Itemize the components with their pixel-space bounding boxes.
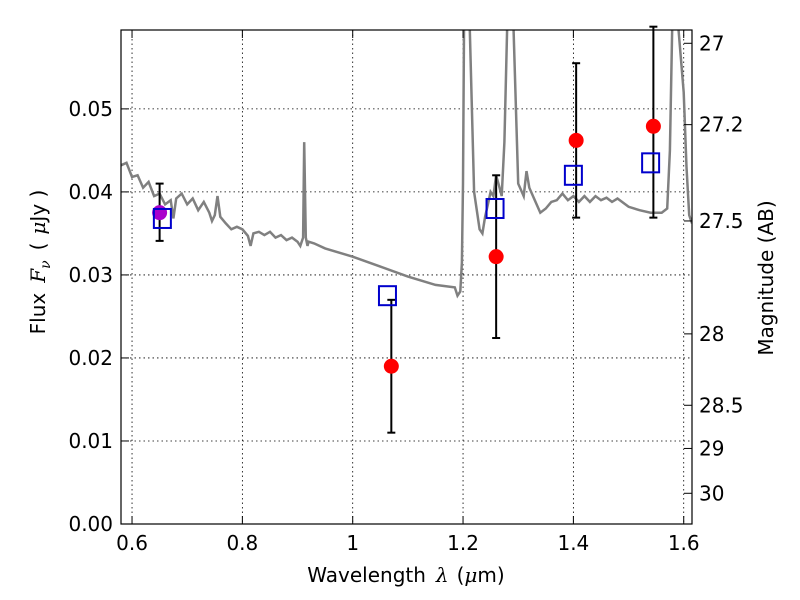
x-tick-label: 1.6 bbox=[668, 531, 700, 555]
right-tick-label: 27.5 bbox=[699, 209, 744, 233]
right-tick-label: 28.5 bbox=[699, 393, 744, 417]
y-axis-ticks: 0.00 0.01 0.02 0.03 0.04 0.05 bbox=[68, 97, 129, 536]
spectrum-line bbox=[121, 30, 692, 299]
x-axis-ticks: 0.6 0.8 1 1.2 1.4 1.6 bbox=[116, 30, 700, 555]
observed-point bbox=[568, 132, 584, 148]
observed-points bbox=[152, 118, 661, 374]
right-axis-label: Magnitude (AB) bbox=[754, 200, 778, 355]
model-point bbox=[152, 207, 172, 229]
y-tick-label: 0.04 bbox=[68, 180, 113, 204]
observed-point bbox=[645, 118, 661, 134]
y-tick-label: 0.01 bbox=[68, 429, 113, 453]
x-tick-label: 1.2 bbox=[447, 531, 479, 555]
y-tick-label: 0.05 bbox=[68, 97, 113, 121]
y-tick-label: 0.02 bbox=[68, 346, 113, 370]
x-axis-label: Wavelength λ (μm) bbox=[307, 563, 504, 587]
right-tick-label: 30 bbox=[699, 481, 724, 505]
x-tick-label: 0.6 bbox=[116, 531, 148, 555]
x-tick-label: 1 bbox=[346, 531, 359, 555]
right-tick-label: 29 bbox=[699, 436, 724, 460]
x-tick-label: 0.8 bbox=[226, 531, 258, 555]
y-tick-label: 0.03 bbox=[68, 263, 113, 287]
model-points bbox=[152, 152, 661, 307]
model-point bbox=[641, 152, 661, 174]
observed-point bbox=[383, 358, 399, 374]
model-point bbox=[563, 164, 583, 186]
x-tick-label: 1.4 bbox=[557, 531, 589, 555]
plot-frame bbox=[120, 29, 693, 525]
right-tick-label: 28 bbox=[699, 322, 724, 346]
model-point bbox=[377, 285, 397, 307]
right-tick-label: 27 bbox=[699, 31, 724, 55]
right-tick-label: 27.2 bbox=[699, 113, 744, 137]
y-axis-label: FluxFν(μJy ) bbox=[26, 190, 54, 335]
right-axis-ticks: 27 27.2 27.5 28 28.5 29 30 bbox=[684, 31, 744, 505]
model-point bbox=[485, 198, 505, 220]
observed-point bbox=[488, 249, 504, 265]
y-tick-label: 0.00 bbox=[68, 512, 113, 536]
